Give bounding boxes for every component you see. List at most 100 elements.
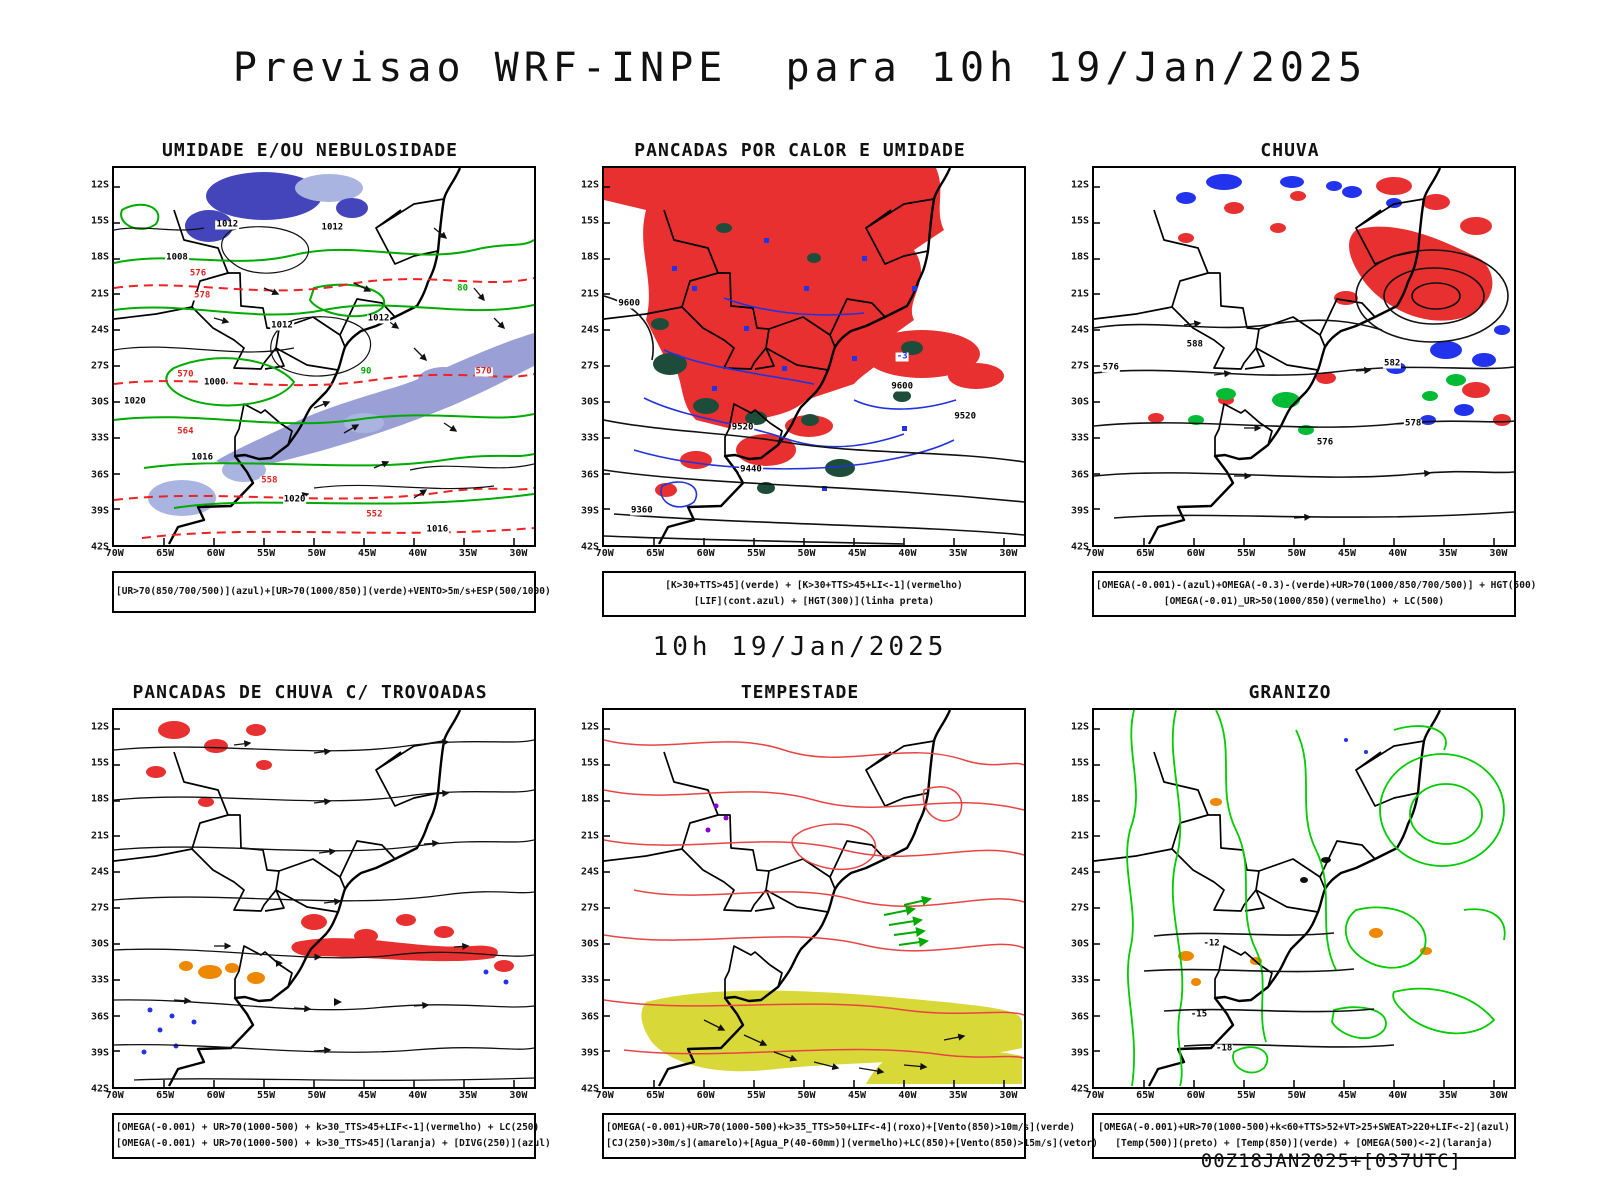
lat-tick-label: 39S [1070, 505, 1089, 517]
lon-tick-label: 65W [646, 1090, 665, 1101]
panel-tempestade-title: TEMPESTADE [740, 682, 860, 703]
jet-fill-layer [641, 990, 1022, 1084]
granizo-map-svg [1094, 710, 1506, 1087]
lat-axis: 12S 15S 18S 21S 24S 27S 30S 33S 36S 39S 42S [1064, 166, 1092, 553]
lat-tick-label: 33S [580, 974, 599, 986]
lon-tick-label: 35W [1438, 1090, 1457, 1101]
caption-line: [OMEGA(-0.001) + UR>70(1000-500) + k>30_… [116, 1122, 540, 1133]
page-title: Previsao WRF-INPE para 10h 19/Jan/2025 [232, 44, 1368, 91]
contour-layer [114, 203, 534, 539]
convection-fill-layer [604, 168, 1004, 497]
lat-tick-label: 39S [90, 1047, 109, 1059]
caption-box-tempestade: [OMEGA(-0.001)+UR>70(1000-500)+k>35_TTS>… [602, 1113, 1098, 1160]
lon-tick-label: 30W [509, 548, 528, 559]
panel-trovoadas-title: PANCADAS DE CHUVA C/ TROVOADAS [132, 682, 488, 703]
map-pancadas-calor: 9600 9600 9520 9520 9440 9360 -3 [602, 166, 1026, 547]
lon-tick-label: 35W [458, 548, 477, 559]
lon-tick-label: 30W [1489, 548, 1508, 559]
lc850-contour-layer [604, 739, 1024, 1059]
caption-line: [Temp(500)](preto) + [Temp(850)](verde) … [1115, 1138, 1493, 1150]
lat-tick-label: 33S [1070, 432, 1089, 444]
lat-tick-label: 21S [90, 830, 109, 842]
lon-tick-label: 50W [1287, 1090, 1306, 1101]
lat-tick-label: 39S [580, 505, 599, 517]
lon-tick-label: 55W [257, 548, 276, 559]
map-umidade: 1012 1008 1012 576 578 1012 1012 570 1000 1020 570… [112, 166, 536, 547]
lat-tick-label: 15S [90, 215, 109, 227]
lat-tick-label: 30S [1070, 396, 1089, 408]
lat-tick-label: 42S [90, 1083, 109, 1095]
caption-line: [LIF](cont.azul) + [HGT(300)](linha pret… [693, 596, 935, 608]
lon-tick-label: 50W [797, 548, 816, 559]
lat-tick-label: 21S [580, 830, 599, 842]
trovoadas-map-svg [114, 710, 534, 1087]
top-row: UMIDADE E/OU NEBULOSIDADE 12S 15S 18S 21S 24… [0, 140, 1600, 618]
lat-tick-label: 12S [580, 721, 599, 733]
caption-line: [K>30+TTS>45](verde) + [K>30+TTS>45+LI<-… [665, 580, 963, 591]
caption-line: [OMEGA(-0.001) + UR>70(1000-500) + k>30_… [116, 1138, 551, 1150]
lat-tick-label: 36S [1070, 469, 1089, 481]
lat-tick-label: 15S [580, 215, 599, 227]
lat-tick-label: 39S [90, 505, 109, 517]
caption-box-umidade: [UR>70(850/700/500)](azul)+[UR>70(1000/8… [112, 571, 551, 613]
lif-contour-layer [633, 238, 957, 508]
hail-fill-layer [1178, 738, 1432, 986]
lon-tick-label: 30W [999, 1090, 1018, 1101]
lat-tick-label: 33S [580, 432, 599, 444]
map-granizo: -12 -15 -18 [1092, 708, 1516, 1089]
map-trovoadas [112, 708, 536, 1089]
lon-tick-label: 65W [156, 1090, 175, 1101]
lon-tick-label: 65W [156, 548, 175, 559]
lon-tick-label: 45W [357, 1090, 377, 1101]
lat-tick-label: 42S [90, 541, 109, 553]
lat-tick-label: 15S [1070, 215, 1089, 227]
lon-tick-label: 60W [206, 548, 225, 559]
lon-tick-label: 55W [1237, 548, 1256, 559]
lon-tick-label: 35W [458, 1090, 477, 1101]
lon-tick-label: 35W [948, 548, 967, 559]
lat-tick-label: 21S [90, 288, 109, 300]
caption-box-chuva: [OMEGA(-0.001)-(azul)+OMEGA(-0.3)-(verde… [1092, 571, 1537, 618]
panel-pancadas-calor-title: PANCADAS POR CALOR E UMIDADE [634, 140, 966, 161]
chuva-map-svg [1094, 168, 1514, 545]
lat-tick-label: 24S [1070, 324, 1089, 336]
panel-pancadas-calor: PANCADAS POR CALOR E UMIDADE 12S 15S 18S 21… [574, 140, 1026, 618]
shower-fill-layer [141, 721, 514, 1055]
lon-tick-label: 40W [1388, 1090, 1407, 1101]
panel-granizo-title: GRANIZO [1248, 682, 1332, 703]
caption-box-trovoadas: [OMEGA(-0.001) + UR>70(1000-500) + k>30_… [112, 1113, 551, 1160]
lat-tick-label: 27S [580, 360, 599, 372]
rain-fill-layer [1148, 174, 1511, 435]
lon-tick-label: 50W [307, 548, 326, 559]
lon-axis: 70W 65W 60W 55W 50W 45W 40W 35W 30W [596, 547, 1026, 563]
model-run-timestamp: 00Z18JAN2025+[037UTC] [1200, 1150, 1462, 1172]
lat-tick-label: 30S [1070, 938, 1089, 950]
lon-tick-label: 45W [357, 548, 377, 559]
lat-tick-label: 24S [90, 866, 109, 878]
lat-tick-label: 21S [1070, 830, 1089, 842]
map-tempestade [602, 708, 1026, 1089]
lon-tick-label: 60W [696, 1090, 715, 1101]
lat-tick-label: 33S [90, 974, 109, 986]
lat-tick-label: 18S [1070, 251, 1089, 263]
map-chuva: 588 582 576 578 576 [1092, 166, 1516, 547]
lon-tick-label: 55W [1237, 1090, 1256, 1101]
lon-axis: 70W 65W 60W 55W 50W 45W 40W 35W 30W [1086, 547, 1516, 563]
lon-tick-label: 50W [1287, 548, 1306, 559]
caption-line: [OMEGA(-0.001)-(azul)+OMEGA(-0.3)-(verde… [1096, 580, 1537, 591]
temp500-contour-layer [1143, 932, 1395, 1048]
lat-tick-label: 18S [580, 793, 599, 805]
hgt500-contour-layer [1094, 249, 1514, 521]
caption-box-pancadas-calor: [K>30+TTS>45](verde) + [K>30+TTS>45+LI<-… [602, 571, 1026, 618]
lat-tick-label: 24S [580, 866, 599, 878]
lon-tick-label: 45W [847, 1090, 867, 1101]
valid-time-subtitle: 10h 19/Jan/2025 [652, 632, 948, 662]
lat-tick-label: 30S [580, 396, 599, 408]
lat-tick-label: 30S [580, 938, 599, 950]
lat-axis: 12S 15S 18S 21S 24S 27S 30S 33S 36S 39S 42S [84, 166, 112, 553]
lat-tick-label: 24S [1070, 866, 1089, 878]
streamline-layer [114, 738, 534, 1081]
hgt300-contour-layer [604, 295, 1024, 545]
lon-tick-label: 70W [105, 1090, 124, 1101]
lon-tick-label: 65W [646, 548, 665, 559]
